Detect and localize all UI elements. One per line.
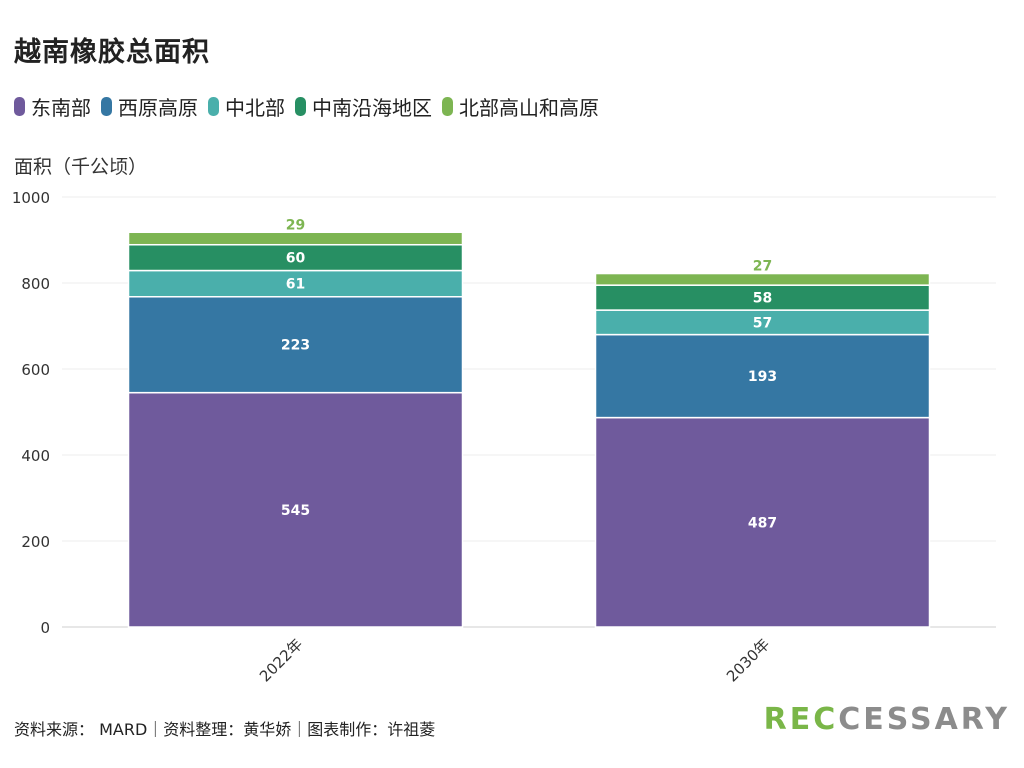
legend-label: 中南沿海地区: [312, 96, 432, 120]
y-tick-label: 400: [21, 447, 50, 465]
y-tick-label: 0: [40, 619, 50, 637]
brand-logo-main: CESSARY: [838, 702, 1010, 737]
legend-swatch: [101, 97, 112, 116]
data-label: 29: [286, 217, 305, 233]
legend-swatch: [442, 97, 453, 116]
data-label: 60: [286, 251, 306, 267]
chart-plot: 0 200 400 600 800 1000 545 223 61 60 29 2022年 487 193…: [12, 189, 996, 685]
y-tick-label: 200: [21, 533, 50, 551]
legend-label: 西原高原: [118, 96, 198, 120]
legend-item: 东南部: [14, 92, 91, 121]
data-label: 193: [748, 369, 777, 385]
bar-segment: [594, 272, 931, 286]
data-label: 58: [753, 291, 772, 307]
bar-segment: [594, 416, 931, 628]
legend-item: 西原高原: [101, 92, 198, 121]
y-tick-label: 800: [21, 275, 50, 293]
data-label: 61: [286, 277, 305, 293]
source-note: 资料来源： MARD｜资料整理：黄华娇｜图表制作：许祖菱: [14, 720, 436, 739]
legend-swatch: [295, 97, 306, 116]
legend-swatch: [208, 97, 219, 116]
bar-segment: [594, 333, 931, 419]
bar-segment: [127, 269, 464, 298]
legend-label: 东南部: [31, 96, 91, 120]
data-label: 223: [281, 338, 310, 354]
chart-title: 越南橡胶总面积: [14, 37, 210, 68]
bar-segment: [127, 243, 464, 272]
x-tick-label: 2022年: [256, 635, 306, 685]
brand-logo-accent: REC: [763, 702, 839, 737]
y-axis-label: 面积（千公顷）: [14, 156, 148, 178]
data-label: 57: [753, 315, 772, 331]
x-tick-label: 2030年: [723, 635, 773, 685]
legend-label: 北部高山和高原: [459, 96, 599, 120]
bar-segment: [594, 284, 931, 311]
data-label: 545: [281, 503, 310, 519]
bar-segment: [127, 391, 464, 628]
legend-item: 中南沿海地区: [295, 92, 432, 121]
y-tick-label: 1000: [12, 189, 50, 207]
legend-label: 中北部: [225, 96, 285, 120]
brand-logo: REC CESSARY: [764, 702, 1010, 737]
bar-segment: [127, 231, 464, 246]
bar-segment: [594, 309, 931, 336]
legend-swatch: [14, 97, 25, 116]
chart-legend: 东南部 西原高原 中北部 中南沿海地区 北部高山和高原: [14, 92, 609, 121]
bar-segment: [127, 296, 464, 394]
legend-item: 北部高山和高原: [442, 92, 599, 121]
data-label: 27: [753, 259, 772, 275]
legend-item: 中北部: [208, 92, 285, 121]
data-label: 487: [748, 515, 777, 531]
y-tick-label: 600: [21, 361, 50, 379]
